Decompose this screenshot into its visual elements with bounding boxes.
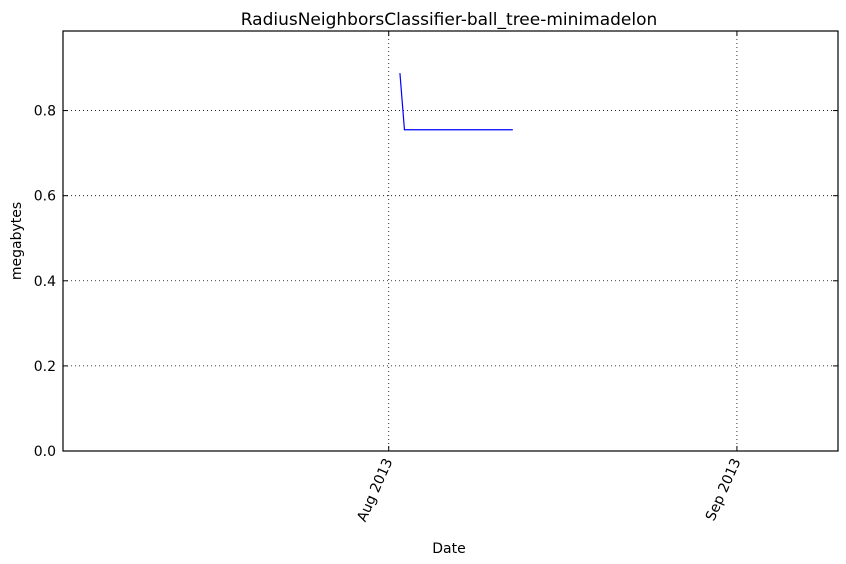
grid <box>63 31 838 451</box>
y-tick-label: 0.4 <box>34 274 56 290</box>
data-point <box>399 72 401 75</box>
x-axis-label: Date <box>432 541 465 557</box>
y-axis-label: megabytes <box>9 202 25 280</box>
y-tick-label: 0.0 <box>34 444 56 460</box>
y-tick-label: 0.2 <box>34 359 56 375</box>
series-line <box>399 73 513 131</box>
y-tick-label: 0.8 <box>34 104 56 120</box>
plot-frame <box>62 30 839 452</box>
ticks: 0.0 0.2 0.4 0.6 0.8 Aug 2013 Sep 2013 <box>34 31 838 524</box>
data-point <box>403 129 406 131</box>
y-tick-label: 0.6 <box>34 189 56 205</box>
x-tick-label: Sep 2013 <box>703 456 745 523</box>
chart-title: RadiusNeighborsClassifier-ball_tree-mini… <box>241 10 658 30</box>
data-point <box>511 129 513 131</box>
x-tick-label: Aug 2013 <box>354 456 396 524</box>
series-group <box>399 72 513 131</box>
